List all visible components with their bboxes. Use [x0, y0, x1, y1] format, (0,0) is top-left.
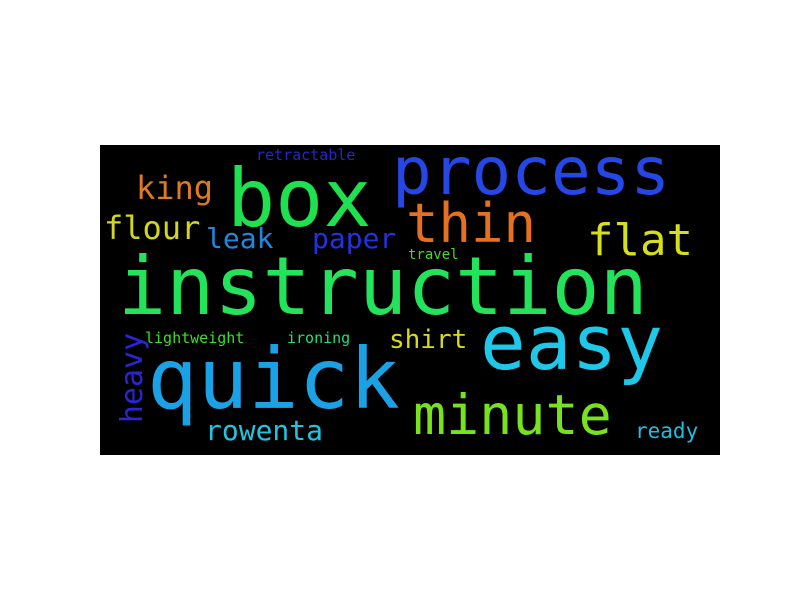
word-ironing: ironing [287, 329, 351, 347]
word-flat: flat [587, 215, 693, 266]
word-thin: thin [406, 192, 537, 255]
word-instruction: instruction [118, 240, 648, 333]
word-quick: quick [147, 330, 400, 428]
word-cloud: instruction process box easy quick minut… [100, 145, 720, 455]
word-lightweight: lightweight [145, 329, 245, 347]
word-easy: easy [480, 298, 664, 387]
word-ready: ready [635, 419, 699, 443]
word-leak: leak [206, 222, 274, 255]
word-box: box [227, 152, 372, 245]
word-paper: paper [312, 222, 397, 255]
word-king: king [136, 169, 214, 207]
word-retractable: retractable [256, 146, 356, 164]
word-heavy: heavy [115, 332, 151, 424]
word-travel: travel [408, 247, 459, 263]
word-shirt: shirt [389, 325, 468, 355]
word-minute: minute [413, 383, 612, 447]
word-flour: flour [104, 209, 201, 247]
word-rowenta: rowenta [205, 414, 324, 447]
word-process: process [392, 145, 671, 210]
